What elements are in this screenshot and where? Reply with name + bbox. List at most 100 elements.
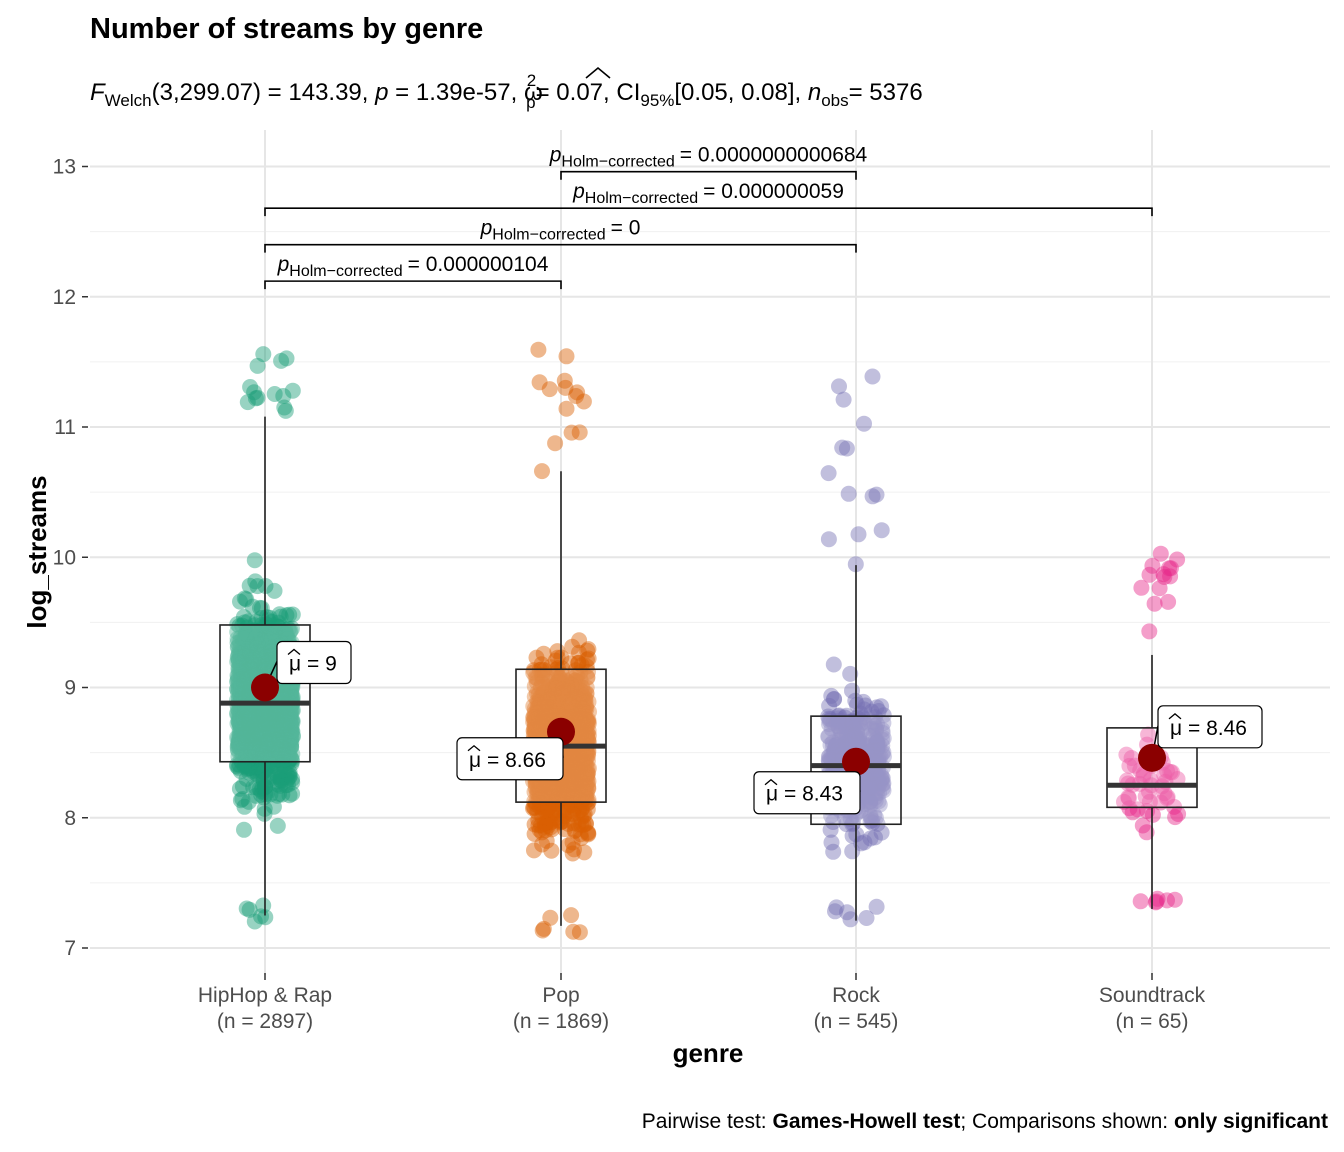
data-point [281, 687, 298, 704]
data-point [274, 747, 291, 764]
data-point [258, 715, 274, 732]
data-point [266, 386, 283, 402]
data-point [262, 711, 279, 728]
data-point [269, 767, 286, 784]
data-point [277, 624, 294, 641]
data-point [282, 707, 299, 724]
data-point [274, 713, 291, 730]
y-tick-label-6: 13 [53, 156, 76, 179]
data-point [249, 766, 266, 783]
data-point [236, 714, 253, 730]
data-point [244, 640, 261, 657]
data-point [268, 763, 285, 780]
p-value: = 1.39e-57, [395, 79, 517, 106]
data-point [280, 727, 297, 743]
data-point [283, 731, 300, 747]
data-point [260, 717, 277, 734]
data-point [242, 636, 259, 653]
data-point [279, 732, 296, 748]
data-point [248, 715, 265, 732]
data-point [230, 748, 247, 765]
data-point [260, 725, 276, 742]
data-point [280, 684, 297, 701]
data-point [246, 661, 263, 678]
data-point [235, 686, 252, 703]
data-point [262, 786, 279, 803]
data-point [233, 726, 250, 743]
data-point [248, 758, 265, 775]
data-point [239, 729, 256, 746]
data-point [257, 731, 274, 748]
data-point [266, 717, 283, 734]
data-point [238, 663, 255, 680]
data-point [268, 740, 285, 757]
data-point [284, 727, 301, 744]
data-point [279, 735, 296, 751]
stat-value: (3,299.07) = 143.39, [152, 79, 369, 106]
data-point [242, 759, 259, 776]
data-point [277, 709, 294, 726]
data-point [236, 651, 253, 668]
data-point [281, 606, 298, 623]
data-point [229, 624, 246, 640]
bracket-label: pHolm−corrected = 0.000000059 [572, 180, 844, 207]
data-point [233, 701, 250, 718]
data-point [261, 704, 278, 721]
data-point [260, 625, 277, 641]
bracket-p-symbol: p [277, 253, 290, 276]
data-point [251, 744, 268, 761]
y-tick-label-5: 12 [53, 286, 76, 309]
data-point [239, 619, 256, 636]
data-point [264, 734, 281, 751]
data-point [238, 727, 255, 744]
effect-value: = 0.07, CI [536, 79, 641, 106]
bracket-p-symbol: p [480, 217, 493, 240]
data-point [252, 742, 269, 759]
data-point [280, 686, 297, 703]
data-point [255, 722, 272, 739]
data-point [230, 685, 246, 702]
data-point [245, 622, 262, 639]
comparison-2: pHolm−corrected = 0.000000059 [264, 180, 1153, 217]
data-point [251, 641, 268, 658]
data-point [261, 720, 278, 737]
data-point [232, 735, 249, 752]
data-point [242, 727, 259, 744]
data-point [247, 719, 264, 735]
box-1 [515, 471, 607, 926]
data-point [238, 709, 255, 726]
data-point [273, 739, 290, 756]
data-point [275, 388, 292, 404]
data-point [858, 910, 875, 926]
data-point [277, 724, 294, 741]
box-2 [810, 565, 902, 921]
data-point [255, 789, 272, 806]
data-point [259, 652, 276, 669]
data-point [261, 642, 278, 659]
data-point [273, 744, 290, 761]
data-point [239, 760, 256, 777]
data-point [1144, 806, 1161, 823]
data-point [242, 703, 259, 720]
data-point [834, 439, 851, 456]
data-point [238, 708, 255, 725]
data-point [246, 705, 263, 722]
data-point [237, 671, 254, 687]
data-point [254, 779, 271, 796]
data-point [262, 708, 279, 725]
data-point [275, 752, 292, 768]
data-point [254, 710, 271, 727]
data-point [261, 711, 278, 728]
data-point [234, 745, 251, 762]
data-point [237, 663, 254, 680]
data-point [239, 703, 256, 720]
data-point [241, 710, 258, 727]
data-point [252, 599, 268, 616]
data-point [244, 721, 261, 738]
data-point [234, 631, 251, 648]
data-point [269, 712, 285, 729]
data-point [258, 720, 275, 736]
data-point [258, 623, 275, 640]
data-point [262, 648, 279, 665]
data-point [238, 628, 255, 645]
